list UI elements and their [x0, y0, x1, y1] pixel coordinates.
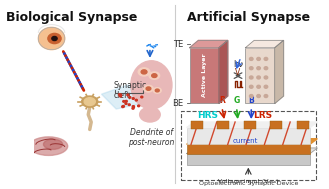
Ellipse shape [52, 36, 57, 41]
Ellipse shape [133, 106, 135, 108]
Text: BE: BE [173, 99, 184, 108]
Polygon shape [190, 40, 228, 48]
Polygon shape [187, 148, 317, 154]
Ellipse shape [30, 137, 68, 155]
Polygon shape [245, 40, 284, 48]
Ellipse shape [257, 67, 260, 70]
Text: G: G [234, 96, 240, 105]
FancyBboxPatch shape [187, 128, 310, 144]
Ellipse shape [123, 101, 125, 102]
Ellipse shape [249, 94, 253, 98]
Ellipse shape [249, 85, 253, 88]
Text: current: current [233, 138, 258, 144]
Text: Artificial Synapse: Artificial Synapse [187, 11, 310, 24]
Text: Optoelectronic Synaptic Device: Optoelectronic Synaptic Device [199, 181, 298, 186]
FancyBboxPatch shape [190, 48, 219, 103]
Text: LRS: LRS [253, 111, 272, 120]
Polygon shape [219, 40, 228, 103]
FancyBboxPatch shape [297, 122, 309, 129]
Ellipse shape [264, 94, 268, 98]
Ellipse shape [128, 104, 130, 105]
Ellipse shape [119, 95, 121, 97]
Ellipse shape [129, 97, 131, 98]
FancyBboxPatch shape [191, 122, 203, 129]
Polygon shape [275, 40, 284, 103]
Text: B: B [248, 96, 254, 105]
Ellipse shape [125, 100, 127, 102]
Text: Active Layer: Active Layer [202, 54, 207, 98]
Ellipse shape [138, 68, 150, 76]
Ellipse shape [153, 88, 161, 93]
Text: HRS: HRS [197, 111, 218, 120]
Text: Dendrite of
post-neuron: Dendrite of post-neuron [128, 128, 175, 147]
Text: R: R [219, 96, 225, 105]
Ellipse shape [82, 96, 98, 107]
Ellipse shape [38, 27, 65, 50]
Ellipse shape [118, 94, 121, 95]
Ellipse shape [249, 76, 253, 79]
Ellipse shape [264, 76, 268, 79]
Ellipse shape [132, 98, 134, 99]
Text: Voltage input (Vₐₙₐ): Voltage input (Vₐₙₐ) [218, 179, 279, 184]
Ellipse shape [120, 94, 122, 96]
Text: Synaptic
cleft: Synaptic cleft [113, 81, 146, 100]
Ellipse shape [138, 105, 140, 107]
Ellipse shape [264, 67, 268, 70]
Ellipse shape [144, 85, 153, 92]
Ellipse shape [125, 103, 127, 105]
Ellipse shape [257, 85, 260, 88]
Ellipse shape [155, 89, 159, 92]
Ellipse shape [146, 87, 151, 90]
Ellipse shape [135, 99, 137, 101]
FancyBboxPatch shape [187, 154, 310, 165]
Ellipse shape [122, 106, 124, 108]
Ellipse shape [149, 72, 160, 79]
Ellipse shape [141, 70, 147, 74]
Ellipse shape [48, 33, 61, 44]
Ellipse shape [132, 106, 135, 107]
Ellipse shape [131, 61, 172, 109]
Ellipse shape [264, 85, 268, 88]
Ellipse shape [132, 108, 134, 109]
Ellipse shape [127, 94, 129, 96]
FancyBboxPatch shape [187, 144, 310, 154]
Ellipse shape [139, 107, 160, 122]
Text: V: V [236, 68, 240, 77]
Ellipse shape [249, 67, 253, 70]
Ellipse shape [152, 74, 157, 77]
Ellipse shape [84, 98, 95, 105]
Polygon shape [187, 139, 317, 144]
Ellipse shape [249, 57, 253, 60]
FancyBboxPatch shape [245, 48, 275, 103]
FancyBboxPatch shape [244, 122, 256, 129]
Text: Biological Synapse: Biological Synapse [7, 11, 138, 24]
Ellipse shape [257, 57, 260, 60]
FancyBboxPatch shape [270, 122, 282, 129]
Ellipse shape [43, 139, 63, 149]
Polygon shape [187, 122, 317, 128]
FancyBboxPatch shape [217, 122, 229, 129]
Ellipse shape [257, 76, 260, 79]
Polygon shape [101, 85, 142, 109]
Ellipse shape [257, 94, 260, 98]
Ellipse shape [122, 105, 124, 107]
Ellipse shape [264, 57, 268, 60]
Text: hν: hν [233, 60, 243, 69]
Ellipse shape [141, 96, 143, 98]
Text: TE: TE [173, 40, 184, 49]
